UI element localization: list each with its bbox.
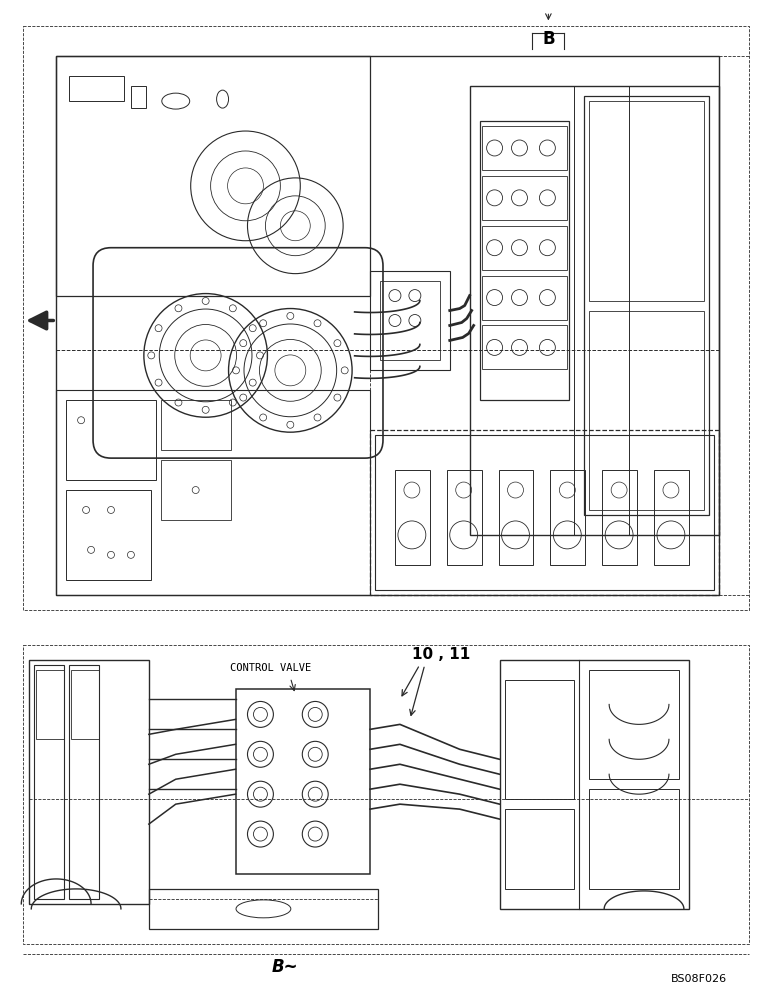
Bar: [584, 96, 709, 515]
Bar: [482, 226, 567, 270]
Bar: [589, 311, 704, 510]
Text: B: B: [542, 30, 555, 48]
Bar: [589, 789, 679, 889]
Bar: [149, 889, 378, 929]
Bar: [550, 470, 585, 565]
Bar: [370, 271, 450, 370]
Bar: [505, 680, 575, 799]
Bar: [36, 670, 64, 739]
Bar: [24, 26, 749, 610]
Bar: [505, 809, 575, 889]
Bar: [375, 435, 714, 590]
Bar: [482, 325, 567, 369]
Bar: [69, 665, 99, 899]
Text: 10 , 11: 10 , 11: [412, 647, 470, 662]
Bar: [161, 400, 230, 450]
Bar: [131, 86, 146, 108]
Bar: [589, 101, 704, 301]
Bar: [66, 400, 156, 480]
Bar: [395, 470, 430, 565]
Bar: [34, 665, 64, 899]
Text: B~: B~: [272, 958, 299, 976]
Bar: [69, 76, 124, 101]
Bar: [470, 86, 719, 535]
Bar: [56, 56, 370, 296]
Bar: [66, 490, 150, 580]
Bar: [236, 689, 370, 874]
Bar: [480, 121, 569, 400]
Bar: [71, 670, 99, 739]
Bar: [589, 670, 679, 779]
Bar: [161, 460, 230, 520]
Bar: [499, 660, 689, 909]
Bar: [447, 470, 482, 565]
Bar: [56, 390, 370, 595]
Bar: [380, 281, 440, 360]
Bar: [602, 470, 637, 565]
Text: CONTROL VALVE: CONTROL VALVE: [230, 663, 311, 673]
Text: BS08F026: BS08F026: [671, 974, 727, 984]
Bar: [482, 276, 567, 320]
Bar: [654, 470, 689, 565]
Bar: [370, 430, 719, 595]
Bar: [30, 660, 149, 904]
Bar: [499, 470, 534, 565]
Bar: [24, 645, 749, 944]
Bar: [482, 126, 567, 170]
Bar: [56, 56, 719, 595]
Bar: [482, 176, 567, 220]
